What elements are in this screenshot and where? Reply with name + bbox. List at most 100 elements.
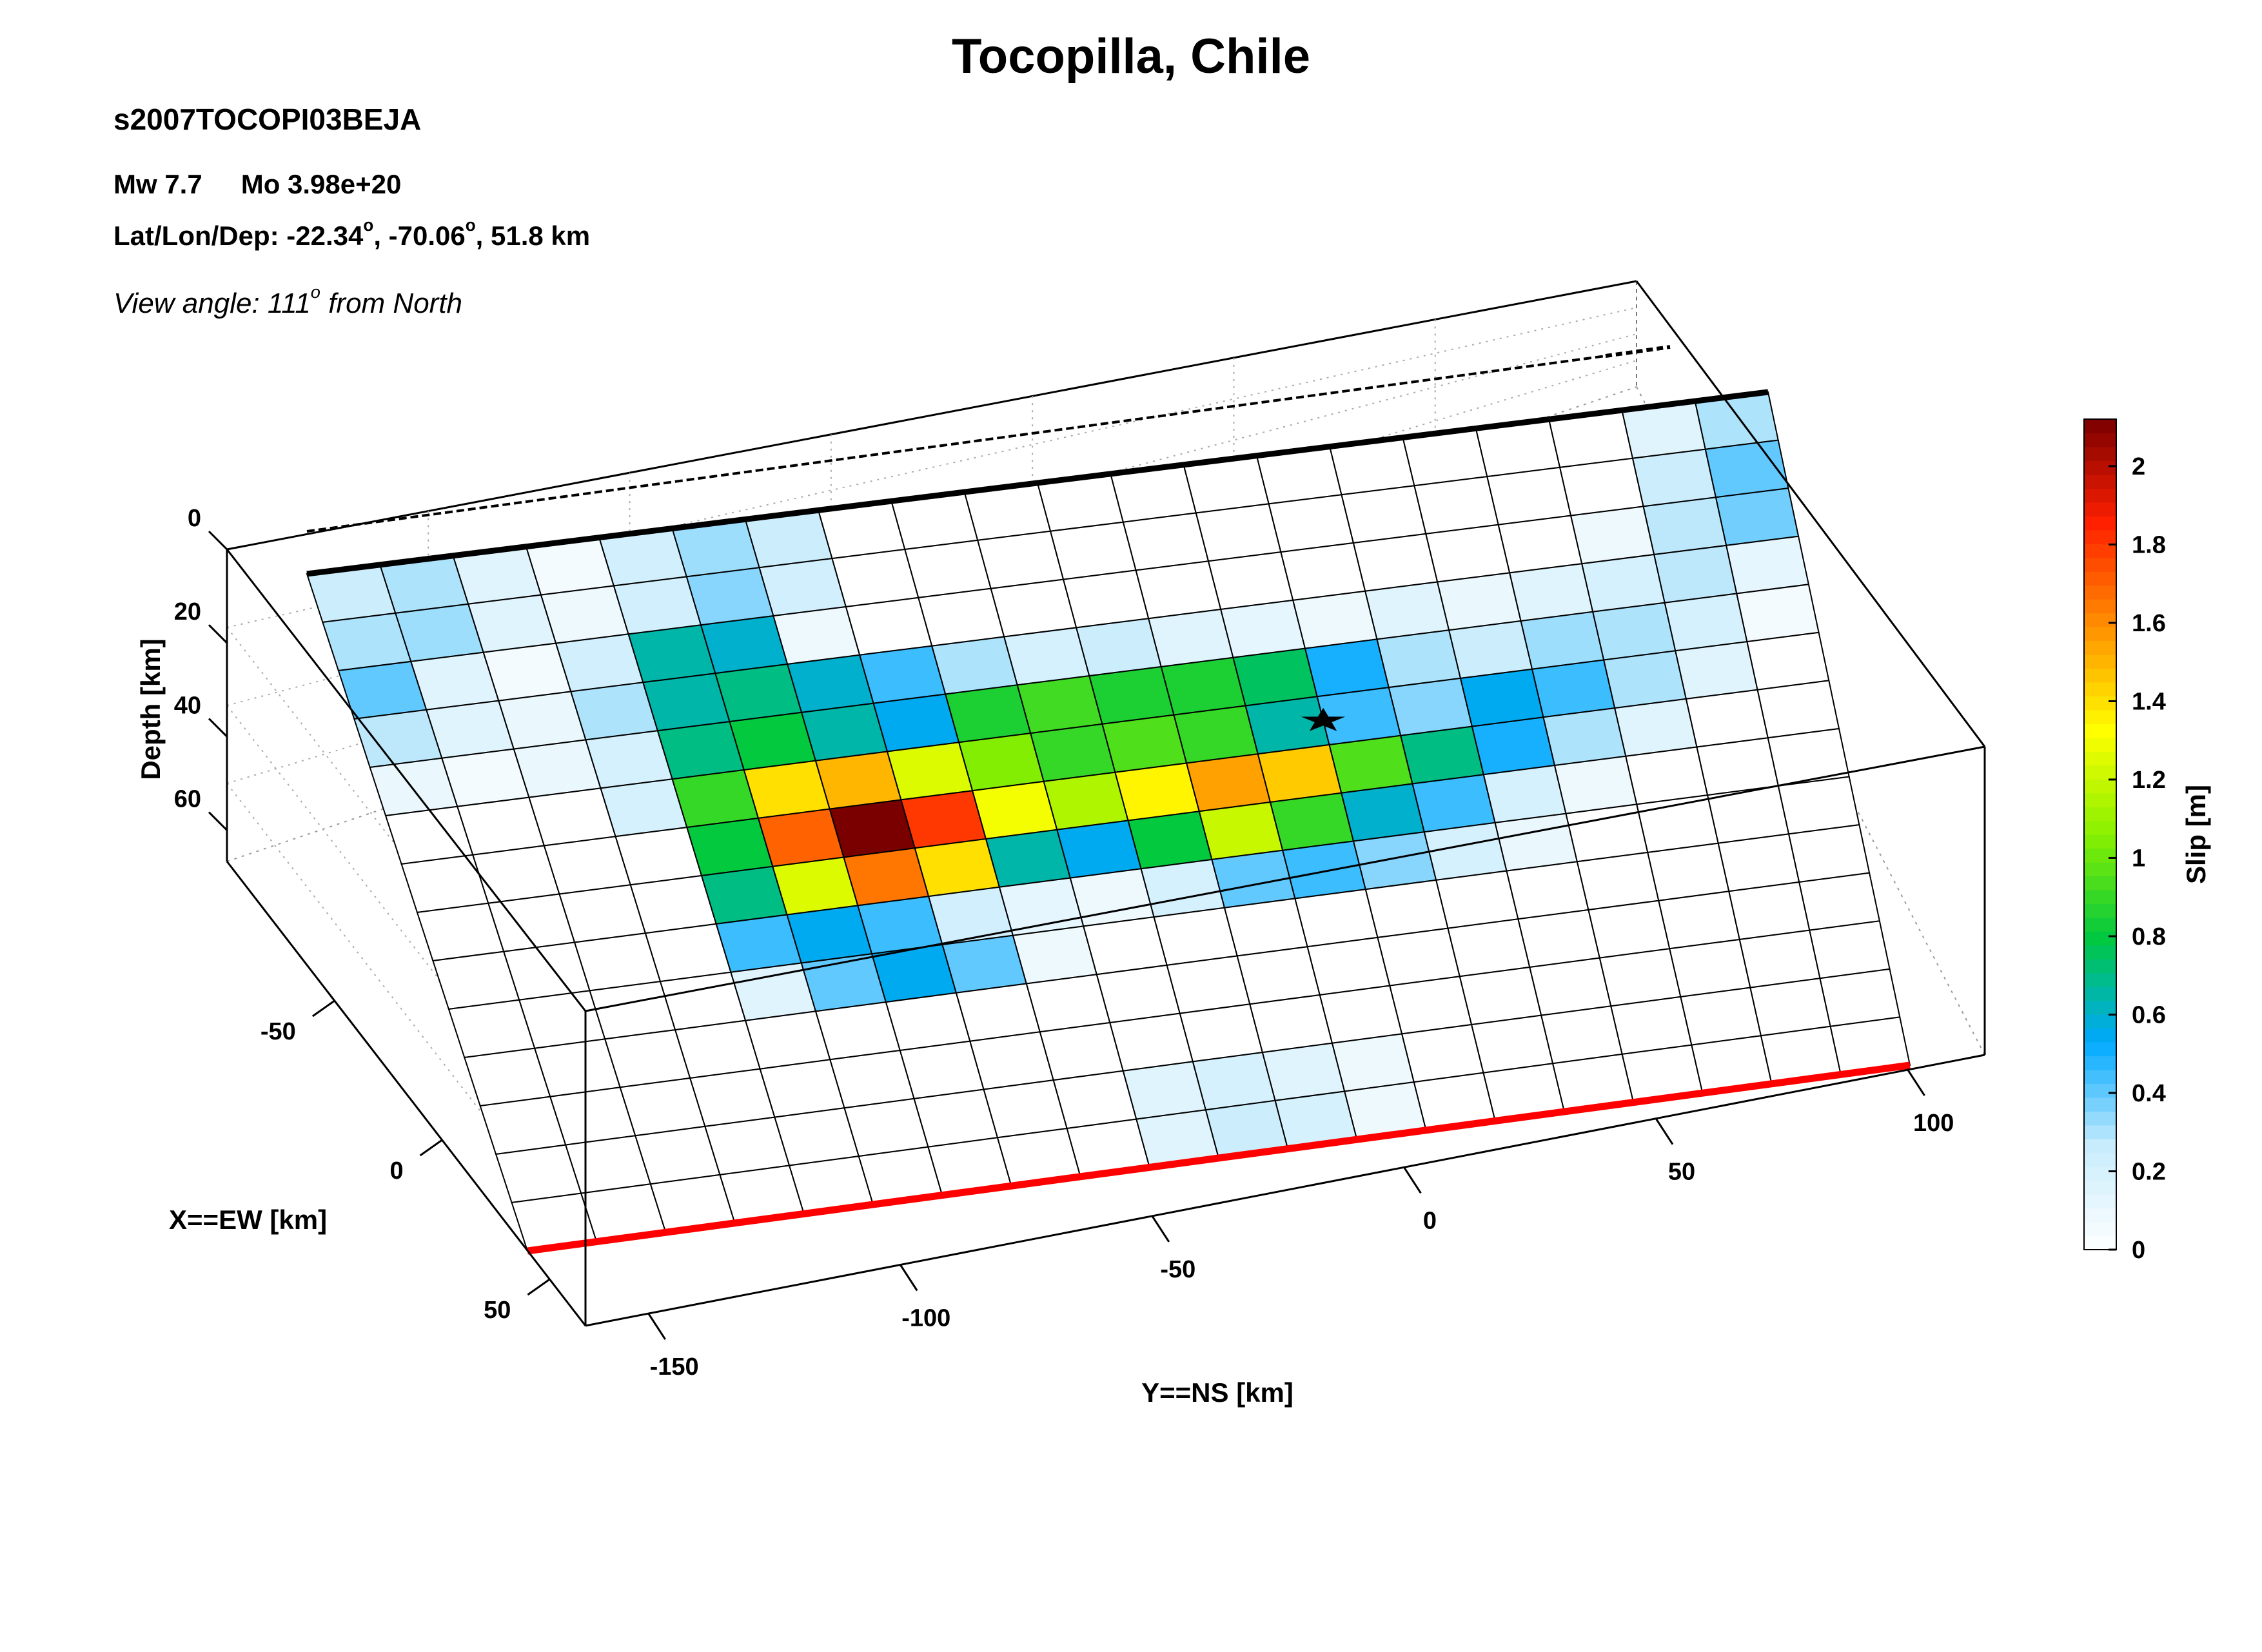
slip-patch: [715, 914, 803, 973]
slip-patch: [941, 934, 1028, 994]
slip-patch: [686, 817, 774, 877]
slip-patch: [1725, 535, 1810, 595]
slip-patch: [627, 624, 716, 683]
colorbar-segment: [2084, 1166, 2116, 1181]
slip-patch: [743, 760, 831, 820]
colorbar-tick-label: 0: [2132, 1237, 2145, 1264]
colorbar-segment: [2084, 959, 2116, 974]
colorbar-segment: [2084, 668, 2116, 683]
slip-patch: [540, 585, 629, 644]
slip-patch: [1304, 638, 1390, 698]
colorbar-segment: [2084, 1235, 2116, 1250]
depth-tick: [208, 811, 228, 831]
slip-patch: [644, 923, 732, 983]
slip-patch: [1506, 861, 1589, 920]
colorbar-segment: [2084, 1194, 2116, 1209]
event-id: s2007TOCOPI03BEJA: [113, 103, 422, 136]
slip-patch: [1636, 794, 1719, 854]
colorbar-segment: [2084, 987, 2116, 1001]
slip-patch: [1482, 764, 1567, 824]
slip-patch: [1471, 716, 1556, 776]
colorbar-segment: [2084, 876, 2116, 890]
location-line: Lat/Lon/Dep: -22.34o, -70.06o, 51.8 km: [113, 217, 590, 251]
slip-patch: [1269, 792, 1355, 851]
slip-patch: [1377, 927, 1461, 987]
slip-patch: [1062, 569, 1150, 629]
slip-patches: [306, 391, 1911, 1252]
colorbar-segment: [2084, 460, 2116, 475]
slip-patch: [1819, 968, 1901, 1027]
slip-patch: [1777, 776, 1860, 835]
colorbar-segment: [2084, 834, 2116, 849]
slip-patch: [1425, 524, 1511, 583]
colorbar-segment: [2084, 1042, 2116, 1057]
colorbar-tick-label: 0.4: [2132, 1080, 2166, 1107]
slip-patch: [1232, 647, 1318, 707]
slip-patch: [1173, 705, 1259, 764]
slip-patch: [1559, 457, 1644, 516]
degree-mark: o: [465, 215, 476, 235]
colorbar-segment: [2084, 599, 2116, 614]
slip-patch: [1508, 563, 1594, 622]
y-tick-label: -100: [901, 1305, 950, 1332]
slip-patch: [1195, 503, 1282, 562]
slip-patch: [1122, 512, 1210, 571]
slip-patch: [814, 751, 902, 810]
x-tick: [419, 1139, 443, 1157]
fault-overlay: [306, 345, 1911, 1255]
view-suffix: from North: [320, 288, 463, 319]
slip-patch: [1052, 1070, 1137, 1130]
slip-patch: [1664, 593, 1748, 652]
colorbar-segment: [2084, 654, 2116, 669]
slip-patch: [1029, 723, 1116, 783]
slip-patch: [914, 838, 1001, 898]
slip-patch: [1553, 755, 1638, 814]
x-tick: [311, 999, 335, 1018]
slip-patch: [1198, 801, 1284, 861]
plot-box-front-frame: [226, 280, 1986, 1327]
slip-patch: [1257, 743, 1342, 803]
trench-projection-line: [1605, 345, 1671, 358]
slip-patch: [1261, 1042, 1346, 1101]
slip-patch: [1140, 858, 1226, 918]
slip-patch: [1717, 833, 1800, 892]
slip-patch: [1114, 762, 1201, 821]
slip-patch: [1798, 872, 1881, 931]
slip-patch: [1436, 572, 1522, 631]
slip-patch: [671, 769, 760, 829]
slip-patch: [1576, 851, 1660, 911]
slip-patch: [1540, 1005, 1623, 1065]
slip-patch: [394, 603, 485, 662]
colorbar-segment: [2084, 917, 2116, 932]
y-tick: [899, 1264, 918, 1292]
y-tick-label: 50: [1668, 1159, 1695, 1186]
slip-patch: [714, 663, 803, 723]
slip-patch: [1179, 1003, 1264, 1063]
slip-patch: [990, 578, 1077, 638]
box-edge: [585, 1054, 1985, 1327]
slip-patch: [1306, 936, 1391, 996]
slip-patch: [1680, 987, 1762, 1046]
slip-patch: [927, 886, 1014, 946]
slip-patch: [1738, 929, 1821, 988]
slip-patch: [944, 684, 1032, 743]
slip-patch: [1696, 737, 1780, 796]
colorbar-segment: [2084, 931, 2116, 946]
slip-patch: [1715, 487, 1800, 547]
slip-patch: [845, 596, 933, 656]
slip-patch: [1364, 879, 1449, 939]
slip-patch: [1809, 920, 1891, 979]
slip-patch: [700, 615, 789, 674]
slip-patch: [913, 1088, 999, 1148]
colorbar-segment: [2084, 779, 2116, 794]
colorbar-tick-label: 0.6: [2132, 1001, 2166, 1028]
colorbar-segment: [2084, 1208, 2116, 1223]
slip-patch: [1153, 907, 1238, 967]
colorbar-segment: [2084, 903, 2116, 918]
box-edge: [1635, 280, 1986, 747]
slip-patch: [958, 732, 1045, 792]
x-axis-label: X==EW [km]: [169, 1205, 327, 1235]
y-tick: [1907, 1069, 1925, 1096]
slip-patch: [1316, 686, 1402, 746]
